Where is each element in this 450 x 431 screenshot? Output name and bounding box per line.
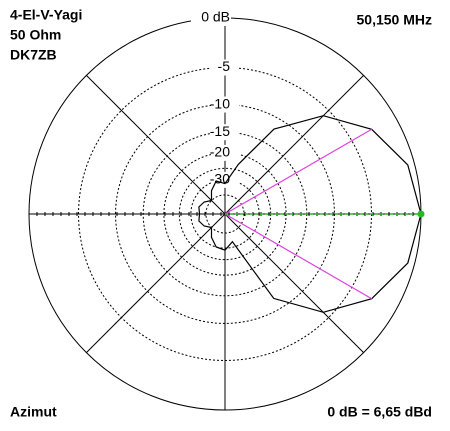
spoke [86, 75, 226, 215]
spoke [86, 213, 226, 353]
ring-label-bg [211, 124, 239, 141]
marks [198, 115, 425, 313]
ring-label-bg [211, 96, 239, 113]
beamwidth-line [224, 213, 373, 300]
minor-ring [205, 194, 245, 234]
ring [115, 104, 335, 324]
ring-label: -5 [218, 58, 231, 74]
main-direction-dot [417, 210, 425, 218]
ring-label-bg [211, 59, 239, 76]
ring-label-bg [211, 171, 239, 188]
beamwidth-line [224, 128, 373, 215]
ring-label: -20 [210, 144, 230, 160]
title-line: DK7ZB [10, 47, 57, 63]
ring-label: -15 [210, 123, 230, 139]
axis-label: Azimut [10, 404, 57, 420]
title-line: 50 Ohm [10, 27, 61, 43]
pattern [198, 115, 422, 313]
ring-label-bg [211, 144, 239, 161]
spoke [224, 213, 364, 353]
ring-label: -30 [210, 171, 230, 187]
title-line: 4-El-V-Yagi [10, 7, 82, 23]
reference: 0 dB = 6,65 dBd [327, 404, 432, 420]
ring-label-bg [191, 10, 231, 26]
spoke [224, 75, 364, 215]
frequency: 50,150 MHz [357, 12, 432, 28]
ring-label: 0 dB [201, 9, 230, 25]
ring-label: -10 [210, 95, 230, 111]
